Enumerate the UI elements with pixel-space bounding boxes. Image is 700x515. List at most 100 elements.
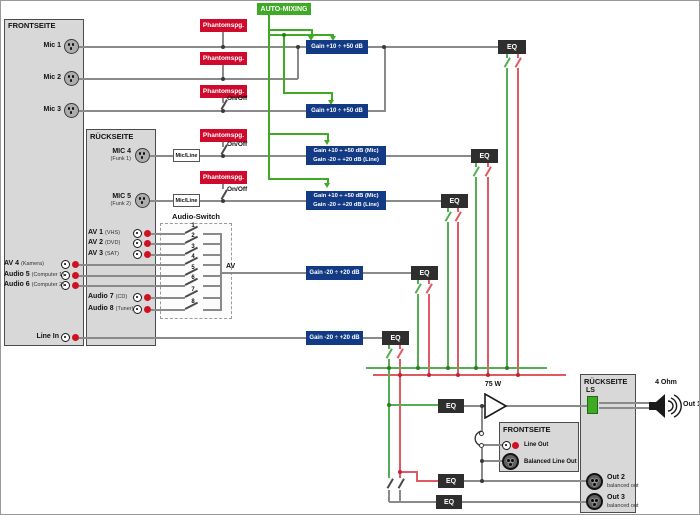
connector-pin <box>506 458 510 462</box>
wire <box>150 200 173 202</box>
wire <box>203 275 221 277</box>
control-line <box>327 133 329 140</box>
junction-dot <box>456 373 460 377</box>
av2-rca-connector <box>133 239 142 248</box>
wire <box>203 309 221 311</box>
connector-pin <box>590 498 594 502</box>
line-in-red-jack <box>72 334 79 341</box>
gain-label: Gain -20 ÷ +20 dB (Line) <box>313 156 379 163</box>
mic-line-selector: Mic/Line <box>173 149 200 162</box>
arrow-down-icon <box>324 183 330 188</box>
junction-dot <box>486 373 490 377</box>
switch-contact <box>479 443 484 448</box>
eq-block-amp: EQ <box>438 399 464 413</box>
switch-blade <box>425 283 433 294</box>
switch-blade <box>397 478 405 489</box>
av3-label: AV 3 (SAT) <box>88 250 119 257</box>
wire <box>386 155 471 157</box>
panel-back-inputs <box>86 129 156 346</box>
input-name: AV 3 <box>88 250 104 257</box>
audio8-label: Audio 8 (Tuner) <box>88 305 133 312</box>
line-in-rca-connector <box>61 333 70 342</box>
connector-pin <box>595 478 599 482</box>
control-line <box>268 133 328 135</box>
junction-dot <box>416 366 420 370</box>
mic-line-label: Mic/Line <box>175 197 198 204</box>
gain-label: Gain +10 ÷ +50 dB <box>311 107 363 114</box>
wire <box>79 337 306 339</box>
wire <box>481 407 483 432</box>
control-line <box>268 178 328 180</box>
bus-feed <box>399 375 401 478</box>
bus-green <box>366 367 547 369</box>
wire <box>150 155 173 157</box>
eq-label: EQ <box>443 498 455 506</box>
line-in-label: Line In <box>36 333 59 340</box>
wire <box>363 272 411 274</box>
switch-blade <box>454 211 462 222</box>
connector-pin <box>67 75 71 78</box>
av1-label: AV 1 (VHS) <box>88 229 120 236</box>
junction-dot <box>382 45 386 49</box>
input-sub: (SAT) <box>105 251 119 257</box>
eq-label: EQ <box>419 269 430 277</box>
wire <box>297 46 299 79</box>
phantom-power-badge: Phantomspg. <box>200 85 247 98</box>
bus-feed <box>399 345 401 349</box>
connector-pin <box>142 152 146 155</box>
amp-power-label: 75 W <box>484 381 502 388</box>
connector-pin <box>593 503 596 506</box>
auto-mixing-badge: AUTO-MIXING <box>257 3 311 15</box>
input-name: AV 1 <box>88 229 104 236</box>
junction-dot <box>398 470 402 474</box>
bus-feed <box>517 68 519 375</box>
junction-dot <box>221 109 225 113</box>
junction-dot <box>221 45 225 49</box>
bus-feed <box>457 222 459 375</box>
arrow-down-icon <box>324 140 330 145</box>
control-line <box>331 92 333 100</box>
gain-block-av: Gain -20 ÷ +20 dB <box>306 266 363 280</box>
switch-blade <box>444 211 452 222</box>
control-line <box>283 34 285 93</box>
wire <box>203 285 221 287</box>
wire <box>384 46 386 111</box>
bus-feed <box>417 280 419 284</box>
eq-block: EQ <box>441 194 468 208</box>
line-out-rca-connector <box>502 441 511 450</box>
junction-dot <box>480 459 484 463</box>
wire-segment <box>670 397 678 415</box>
junction-dot <box>387 366 391 370</box>
panel-title-front-outputs: FRONTSEITE <box>503 425 551 434</box>
phantom-label: Phantomspg. <box>202 132 245 139</box>
bus-feed <box>388 368 390 478</box>
audio5-rca-connector <box>61 271 70 280</box>
junction-dot <box>282 33 286 37</box>
connector-pin <box>69 111 73 114</box>
connector-pin <box>71 107 75 110</box>
audio8-red-jack <box>144 306 151 313</box>
audio7-rca-connector <box>133 293 142 302</box>
switch-blade <box>386 478 394 489</box>
bus-feed <box>428 280 430 284</box>
av1-red-jack <box>144 230 151 237</box>
av1-rca-connector <box>133 229 142 238</box>
input-name: Audio 6 <box>4 281 30 288</box>
wire <box>200 200 306 202</box>
control-line <box>268 34 334 36</box>
switch-position-label: 1 <box>191 223 195 229</box>
out2-label: Out 2 <box>607 474 625 481</box>
bus-feed <box>457 208 459 212</box>
bus-red <box>373 374 566 376</box>
panel-title-back-outputs: RÜCKSEITE <box>584 377 628 386</box>
balanced-line-out-label: Balanced Line Out <box>524 459 577 465</box>
bus-feed <box>475 163 477 167</box>
switch-blade <box>484 166 492 177</box>
input-name: AV 4 <box>4 260 20 267</box>
eq-label: EQ <box>445 402 457 410</box>
wire <box>482 460 503 462</box>
av4-red-jack <box>72 261 79 268</box>
wire <box>399 490 401 502</box>
out3-sub-label: balanced out <box>607 503 639 509</box>
